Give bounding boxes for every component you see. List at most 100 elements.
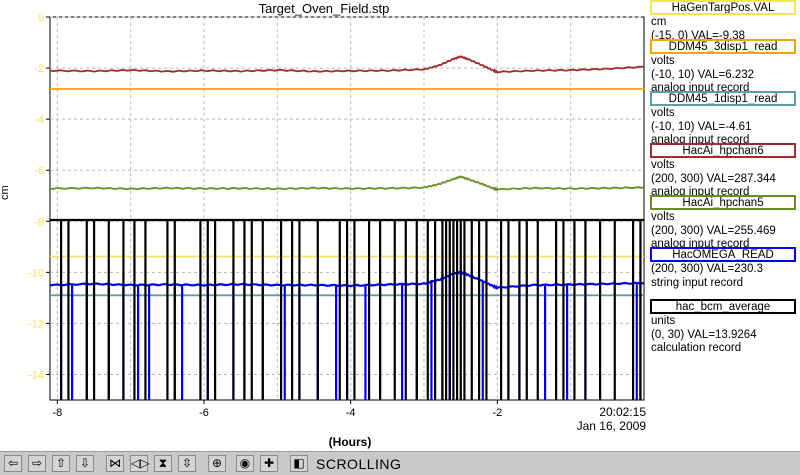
legend-detail-line: volts <box>651 55 675 67</box>
legend-detail-line: volts <box>651 107 675 119</box>
dropout-spike-hac-bcm-average <box>122 219 125 400</box>
series-line-hacomega-read <box>49 270 645 290</box>
legend-detail-line: (200, 300) VAL=287.344 <box>651 172 776 185</box>
scroll-left-icon[interactable]: ⇦ <box>4 455 22 472</box>
dropout-spike-hac-bcm-average <box>599 219 602 400</box>
dropout-spike-hac-bcm-average <box>518 219 521 400</box>
dropout-spike-hac-bcm-average <box>346 219 349 400</box>
legend-detail-line: (200, 300) VAL=255.469 <box>651 224 776 237</box>
y-tick-label: -2 <box>34 63 44 75</box>
dropout-spike-hac-bcm-average <box>144 219 147 400</box>
dropout-spike-hac-bcm-average <box>507 219 510 400</box>
dropout-spike-hac-bcm-average <box>613 219 616 400</box>
legend-detail-line: (0, 30) VAL=13.9264 <box>651 328 757 341</box>
y-tick-label: -14 <box>28 369 44 381</box>
legend-details-hacomega-read: (200, 300) VAL=230.3 string input record <box>651 263 763 290</box>
dropout-spike-hac-bcm-average <box>573 219 576 400</box>
scroll-down-icon[interactable]: ⇩ <box>76 455 94 472</box>
legend-name-ddm45-1disp1-read[interactable]: DDM45_1disp1_read <box>650 91 796 106</box>
dropout-spike-hac-bcm-average <box>93 219 96 400</box>
legend-details-ddm45-1disp1-read: volts (-10, 10) VAL=-4.61 analog input rec… <box>651 107 751 148</box>
legend-detail-line: (-10, 10) VAL=6.232 <box>651 68 755 81</box>
dropout-spike-hac-bcm-average <box>459 219 462 400</box>
plot-area[interactable]: 0 -2 -4 -6 -8 -10 -12 -14 -8 -6 -4 -2 <box>0 0 648 452</box>
dropout-spike-hac-bcm-average <box>500 219 503 400</box>
dropout-spike-hac-bcm-average <box>393 219 396 400</box>
dropout-spike-hac-bcm-average <box>243 219 246 400</box>
legend-detail-line: (200, 300) VAL=230.3 <box>651 263 763 275</box>
x-tick-label: -4 <box>346 407 356 419</box>
dropout-spike-hacomega-read <box>430 279 433 400</box>
toolbar: SCROLLING ⇦⇨⇧⇩⋈◁▷⧗⇳⊕◉✚≅◧ <box>0 451 800 475</box>
pan-icon[interactable]: ⊕ <box>208 455 226 472</box>
dropout-spike-hac-bcm-average <box>456 219 459 400</box>
dropout-spike-hacomega-read <box>566 284 569 400</box>
legend-detail-line: (-10, 10) VAL=-4.61 <box>651 120 752 133</box>
dropout-spike-hac-bcm-average <box>525 219 528 400</box>
legend-name-ddm45-3disp1-read[interactable]: DDM45_3disp1_read <box>650 39 796 54</box>
dropout-spike-hac-bcm-average <box>463 219 466 400</box>
y-axis-unit-label: cm <box>0 185 11 200</box>
zoom-in-y-icon[interactable]: ⧗ <box>154 455 172 472</box>
dropout-spike-hacomega-read <box>544 284 547 400</box>
legend-detail-line: volts <box>651 159 675 171</box>
y-tick-label: 0 <box>38 12 44 24</box>
dropout-spike-hac-bcm-average <box>107 219 110 400</box>
y-tick-label: -6 <box>34 165 44 177</box>
dropout-spike-hac-bcm-average <box>448 219 451 400</box>
time-readout: 20:02:15 Jan 16, 2009 <box>540 405 646 433</box>
legend-detail-line: calculation record <box>651 342 742 354</box>
dropout-spike-hac-bcm-average <box>338 219 341 400</box>
y-tick-label: -8 <box>34 216 44 228</box>
dropout-spike-hac-bcm-average <box>166 219 169 400</box>
dropout-spike-hac-bcm-average <box>173 219 176 400</box>
x-tick-label: -2 <box>492 407 502 419</box>
dropout-spike-hac-bcm-average <box>584 219 587 400</box>
dropout-spike-hac-bcm-average <box>133 219 136 400</box>
dropout-spike-hac-bcm-average <box>199 219 202 400</box>
dropout-spike-hac-bcm-average <box>316 219 319 400</box>
legend-details-hacai-hpchan5: volts (200, 300) VAL=255.469 analog input … <box>651 211 776 252</box>
dropout-spike-hac-bcm-average <box>632 219 635 400</box>
add-icon[interactable]: ✚ <box>260 455 278 472</box>
dropout-spike-hac-bcm-average <box>85 219 88 400</box>
scroll-right-icon[interactable]: ⇨ <box>28 455 46 472</box>
dropout-spike-hacomega-read <box>635 283 638 400</box>
record-icon[interactable]: ◉ <box>236 455 254 472</box>
legend-detail-line: (-15, 0) VAL=-9.38 <box>651 29 746 42</box>
zoom-out-x-icon[interactable]: ◁▷ <box>130 455 150 472</box>
dropout-spike-hac-bcm-average <box>478 219 481 400</box>
scroll-up-icon[interactable]: ⇧ <box>52 455 70 472</box>
back-to-now-icon[interactable]: ◧ <box>290 455 308 472</box>
x-axis-label: (Hours) <box>328 435 372 449</box>
legend-name-hac-bcm-average[interactable]: hac_bcm_average <box>650 299 796 314</box>
dropout-spike-hac-bcm-average <box>353 219 356 400</box>
dropout-spike-hac-bcm-average <box>291 219 294 400</box>
dropout-spike-hac-bcm-average <box>214 219 217 400</box>
dropout-spike-hacomega-read <box>283 285 286 400</box>
legend-name-hagentargpos-val[interactable]: HaGenTargPos.VAL <box>650 0 796 15</box>
dropout-spike-hac-bcm-average <box>60 219 63 400</box>
dropout-spike-hac-bcm-average <box>426 219 429 400</box>
dropout-spike-hac-bcm-average <box>298 219 301 400</box>
zoom-in-x-icon[interactable]: ⋈ <box>106 455 124 472</box>
legend-name-hacai-hpchan6[interactable]: HacAi_hpchan6 <box>650 143 796 158</box>
dropout-spike-hac-bcm-average <box>379 219 382 400</box>
dropout-spike-hac-bcm-average <box>445 219 448 400</box>
dropout-spike-hacomega-read <box>481 281 484 400</box>
dropout-spike-hac-bcm-average <box>280 219 283 400</box>
legend-name-hacai-hpchan5[interactable]: HacAi_hpchan5 <box>650 195 796 210</box>
dropout-spike-hac-bcm-average <box>261 219 264 400</box>
chart-title: Target_Oven_Field.stp <box>258 1 390 16</box>
legend-panel: HaGenTargPos.VAL cm (-15, 0) VAL=-9.38 DDM4… <box>648 0 800 452</box>
zoom-out-y-icon[interactable]: ⇳ <box>178 455 196 472</box>
dropout-spike-hac-bcm-average <box>206 219 209 400</box>
legend-details-ddm45-3disp1-read: volts (-10, 10) VAL=6.232 analog input rec… <box>651 55 754 96</box>
dropout-spike-hac-bcm-average <box>470 219 473 400</box>
legend-detail-line: volts <box>651 211 675 223</box>
dropout-spike-hacomega-read <box>364 284 367 400</box>
x-tick-label: -8 <box>52 407 62 419</box>
legend-details-hagentargpos-val: cm (-15, 0) VAL=-9.38 <box>651 16 745 43</box>
legend-name-hacomega-read[interactable]: HacOMEGA_READ <box>650 247 796 262</box>
